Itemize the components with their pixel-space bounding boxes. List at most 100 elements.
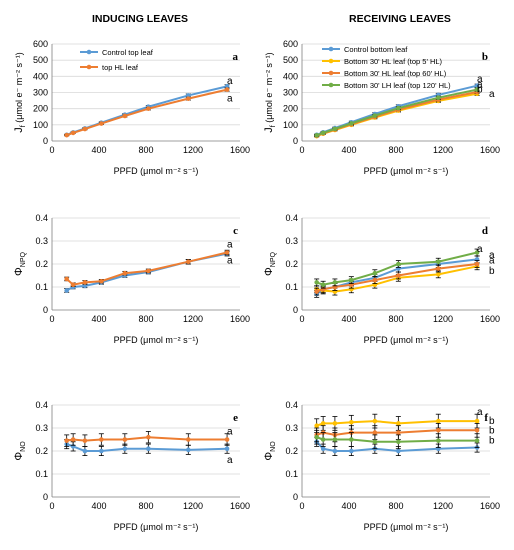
legend-label: Control top leaf — [102, 48, 154, 57]
data-point — [314, 423, 319, 429]
y-tick-label: 500 — [283, 55, 298, 65]
significance-letter: a — [227, 256, 233, 267]
series-a-1 — [64, 87, 230, 138]
y-tick-label: 0.2 — [35, 259, 48, 269]
data-point — [186, 437, 191, 442]
data-point — [64, 438, 69, 443]
significance-letter: b — [489, 425, 495, 436]
panel-c: 0 0.1 0.2 0.3 0.4 0 400 800 1200 1600 PPFD (μmol m… — [13, 213, 250, 345]
data-point — [332, 280, 338, 285]
panel-e: 0 0.1 0.2 0.3 0.4 0 400 800 1200 1600 PPFD (μmol m… — [13, 400, 250, 532]
significance-letter: a — [477, 244, 483, 255]
x-tick-label: 0 — [49, 501, 54, 511]
y-tick-label: 100 — [33, 120, 48, 130]
series-c-1 — [64, 249, 230, 288]
data-point — [186, 93, 191, 98]
data-point — [186, 259, 191, 265]
significance-letter: a — [489, 256, 495, 267]
column-title-receiving: RECEIVING LEAVES — [349, 13, 451, 25]
series-f-3 — [314, 429, 480, 450]
y-tick-label: 200 — [33, 104, 48, 114]
data-point — [82, 438, 88, 443]
data-point — [146, 434, 151, 440]
x-axis-label: PPFD (μmol m⁻² s⁻¹) — [114, 335, 199, 345]
x-tick-label: 800 — [138, 145, 153, 155]
data-point — [372, 277, 378, 283]
x-tick-label: 800 — [388, 314, 403, 324]
y-tick-label: 200 — [283, 104, 298, 114]
series-a-0 — [64, 84, 230, 138]
y-tick-label: 0.3 — [285, 423, 298, 433]
y-axis-label: ΦNO — [263, 441, 277, 461]
legend-label: Bottom 30' HL leaf (top 60' HL) — [344, 69, 447, 78]
data-point — [122, 446, 128, 452]
x-tick-label: 1200 — [183, 314, 203, 324]
series-line — [66, 251, 228, 286]
y-tick-label: 0.2 — [35, 446, 48, 456]
y-tick-label: 0 — [43, 305, 48, 315]
x-tick-label: 0 — [299, 314, 304, 324]
series-line — [66, 88, 228, 137]
y-tick-label: 400 — [33, 71, 48, 81]
data-point — [396, 273, 401, 278]
legend-marker — [328, 82, 334, 88]
data-point — [474, 438, 480, 443]
data-point — [436, 428, 441, 433]
y-axis-label: ΦNPQ — [263, 251, 277, 276]
significance-letter: a — [489, 89, 495, 100]
y-axis-label-main: J — [263, 127, 275, 133]
data-point — [224, 87, 230, 92]
y-tick-label: 0.3 — [35, 236, 48, 246]
data-point — [396, 439, 401, 445]
x-tick-label: 1600 — [480, 314, 500, 324]
data-point — [332, 421, 338, 426]
x-tick-label: 400 — [341, 314, 356, 324]
y-axis-label-sub: f — [270, 125, 277, 127]
series-f-1 — [314, 413, 480, 434]
panel-letter: a — [233, 51, 239, 63]
significance-letter: a — [227, 76, 233, 87]
x-tick-label: 0 — [49, 314, 54, 324]
legend-label: Control bottom leaf — [344, 45, 408, 54]
legend-label: top HL leaf — [102, 63, 139, 72]
data-point — [146, 446, 151, 452]
y-tick-label: 0.3 — [35, 423, 48, 433]
data-point — [320, 446, 326, 452]
x-tick-label: 800 — [138, 501, 153, 511]
data-point — [99, 437, 104, 442]
significance-letter: b — [489, 266, 495, 277]
panel-letter: e — [233, 412, 238, 424]
x-tick-label: 400 — [341, 501, 356, 511]
data-point — [314, 434, 319, 440]
y-axis-label-main: Φ — [13, 267, 25, 276]
data-point — [314, 133, 319, 138]
data-point — [99, 121, 104, 126]
x-tick-label: 0 — [299, 145, 304, 155]
data-point — [474, 261, 480, 267]
data-point — [474, 250, 480, 255]
data-point — [224, 437, 230, 442]
significance-letter: b — [477, 85, 483, 96]
x-tick-label: 400 — [341, 145, 356, 155]
data-point — [349, 448, 354, 454]
data-point — [70, 437, 76, 442]
data-point — [396, 448, 401, 454]
panel-a: 0 100 200 300 400 500 600 0 400 800 1200 1600 PPFD (… — [13, 39, 250, 176]
x-tick-label: 1600 — [480, 145, 500, 155]
x-axis-label: PPFD (μmol m⁻² s⁻¹) — [114, 166, 199, 176]
y-tick-label: 500 — [33, 55, 48, 65]
y-tick-label: 0 — [293, 136, 298, 146]
y-axis-label-unit: (μmol e⁻ m⁻² s⁻¹) — [14, 52, 24, 125]
x-tick-label: 1200 — [433, 314, 453, 324]
series-line — [316, 92, 478, 138]
data-point — [64, 132, 69, 138]
x-tick-label: 400 — [91, 501, 106, 511]
y-axis-label-unit: (μmol e⁻ m⁻² s⁻¹) — [264, 52, 274, 125]
legend: Control bottom leaf Bottom 30' HL leaf (t… — [322, 45, 451, 90]
y-axis-label-sub: NO — [270, 441, 277, 452]
data-point — [349, 419, 354, 425]
data-point — [122, 113, 128, 119]
data-point — [122, 437, 128, 442]
series-b-2 — [314, 89, 480, 139]
